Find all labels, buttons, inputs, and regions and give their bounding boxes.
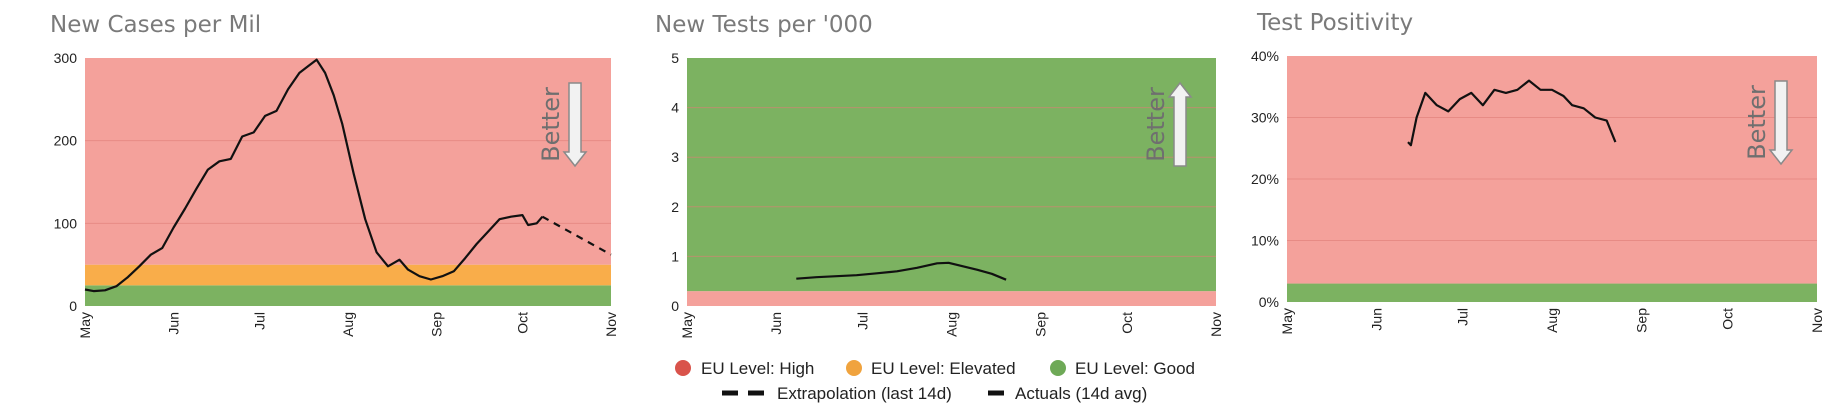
x-tick-label: Sep (1033, 312, 1049, 337)
y-tick-label: 0 (69, 298, 77, 314)
chart-title: Test Positivity (1256, 10, 1413, 36)
series-extrapolation-line (541, 215, 612, 256)
y-tick-label: 4 (671, 100, 679, 116)
x-tick-label: Sep (429, 312, 445, 337)
band-good (687, 58, 1216, 292)
band-high (687, 291, 1216, 306)
y-tick-label: 300 (54, 50, 78, 66)
legend-elevated-label: EU Level: Elevated (871, 359, 1016, 378)
arrow-up-icon (1167, 81, 1193, 167)
x-tick-label: May (1279, 308, 1295, 334)
band-good (1287, 283, 1817, 302)
legend: EU Level: High EU Level: Elevated EU Lev… (675, 359, 1195, 403)
x-tick-label: Jun (1368, 308, 1384, 331)
series-actuals-line (84, 58, 544, 293)
legend-good-marker (1050, 360, 1066, 376)
chart-test-positivity: Test Positivity 0% 10% 20% 30% 40% May Jun Jul A… (1251, 10, 1825, 334)
x-tick-label: Nov (1809, 308, 1825, 333)
x-tick-label: Oct (1119, 312, 1135, 334)
legend-good-label: EU Level: Good (1075, 359, 1195, 378)
y-tick-label: 200 (54, 133, 78, 149)
legend-elevated-marker (846, 360, 862, 376)
x-tick-label: Aug (944, 312, 960, 337)
chart-title: New Tests per '000 (655, 12, 873, 38)
better-label: Better (1142, 87, 1170, 162)
x-tick-label: Jun (166, 312, 182, 335)
y-tick-label: 10% (1251, 233, 1279, 249)
legend-extrapolation-label: Extrapolation (last 14d) (777, 384, 952, 403)
band-high (85, 58, 611, 265)
series-actuals-line (796, 261, 1007, 281)
x-tick-label: Jul (251, 312, 267, 330)
x-tick-label: Jun (768, 312, 784, 335)
legend-high-marker (675, 360, 691, 376)
legend-high-label: EU Level: High (701, 359, 814, 378)
x-tick-label: Nov (603, 312, 619, 337)
x-tick-label: Aug (1544, 308, 1560, 333)
y-tick-label: 100 (54, 215, 78, 231)
band-high (1287, 56, 1817, 284)
x-tick-label: Aug (340, 312, 356, 337)
chart-title: New Cases per Mil (50, 12, 261, 38)
y-tick-label: 0 (671, 298, 679, 314)
y-tick-label: 5 (671, 50, 679, 66)
arrow-down-icon (562, 82, 588, 168)
better-label: Better (1743, 85, 1771, 160)
band-elevated (85, 264, 611, 286)
x-tick-label: Nov (1208, 312, 1224, 337)
x-tick-label: Sep (1633, 308, 1649, 333)
y-tick-label: 30% (1251, 110, 1279, 126)
band-good (85, 285, 611, 306)
x-tick-label: Jul (854, 312, 870, 330)
x-tick-label: Oct (1720, 308, 1736, 330)
series-actuals-line (1407, 79, 1617, 147)
arrow-down-icon (1768, 80, 1794, 166)
y-tick-label: 3 (671, 149, 679, 165)
better-label: Better (537, 87, 565, 162)
x-tick-label: May (679, 312, 695, 338)
legend-actuals-label: Actuals (14d avg) (1015, 384, 1147, 403)
y-tick-label: 1 (671, 248, 679, 264)
x-tick-label: Jul (1455, 308, 1471, 326)
chart-new-cases: New Cases per Mil 0 100 200 300 May Jun Jul Aug… (50, 12, 619, 338)
y-tick-label: 20% (1251, 171, 1279, 187)
y-tick-label: 0% (1259, 294, 1279, 310)
x-tick-label: Oct (514, 312, 530, 334)
x-tick-label: May (77, 312, 93, 338)
y-tick-label: 40% (1251, 48, 1279, 64)
chart-new-tests: New Tests per '000 0 1 2 3 4 5 May Jun Jul Aug Sep… (655, 12, 1224, 338)
y-tick-label: 2 (671, 199, 679, 215)
